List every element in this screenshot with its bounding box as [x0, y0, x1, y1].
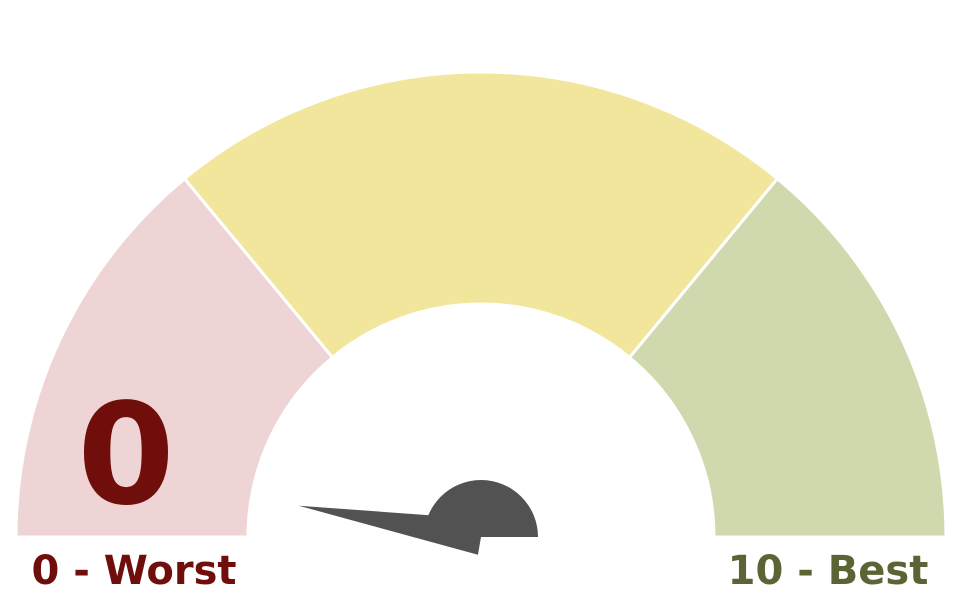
gauge-value: 0: [77, 374, 174, 537]
gauge-bands: [14, 70, 948, 539]
gauge-band-1: [14, 176, 335, 539]
gauge-needle: [298, 480, 538, 555]
needle-hub: [424, 480, 538, 537]
max-label: 10 - Best: [728, 548, 929, 594]
gauge-band-2: [182, 70, 780, 360]
gauge-band-3: [627, 176, 948, 539]
min-label: 0 - Worst: [31, 548, 236, 594]
